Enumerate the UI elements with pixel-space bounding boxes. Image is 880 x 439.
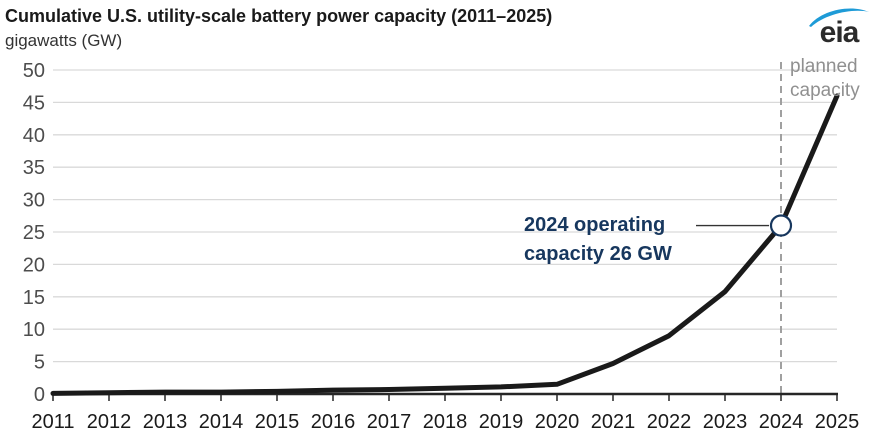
x-tick-label: 2011	[31, 411, 74, 433]
x-tick-label: 2020	[535, 411, 580, 433]
chart-title: Cumulative U.S. utility-scale battery po…	[5, 6, 553, 26]
planned-capacity-label: planned capacity	[790, 56, 860, 101]
x-tick-label: 2016	[311, 411, 356, 433]
x-tick-label: 2014	[199, 411, 244, 433]
y-tick-label: 15	[23, 287, 45, 309]
x-tick-label: 2012	[87, 411, 132, 433]
operating-capacity-marker	[769, 214, 793, 237]
x-tick-label: 2021	[591, 411, 636, 433]
x-tick-label: 2017	[367, 411, 412, 433]
y-tick-label: 5	[34, 352, 45, 374]
eia-logo: eia	[805, 4, 873, 52]
x-tick-label: 2018	[423, 411, 468, 433]
capacity-series-line	[50, 93, 840, 396]
chart-subtitle: gigawatts (GW)	[5, 31, 123, 50]
y-tick-label: 25	[23, 222, 45, 244]
x-tick-label: 2024	[759, 411, 804, 433]
x-tick-label: 2022	[647, 411, 692, 433]
y-tick-label: 40	[23, 125, 45, 147]
x-tick-label: 2015	[255, 411, 300, 433]
x-tick-label: 2025	[815, 411, 860, 433]
y-tick-label: 35	[23, 157, 45, 179]
operating-capacity-annotation: 2024 operating capacity 26 GW	[524, 214, 672, 265]
y-tick-label: 0	[34, 384, 45, 406]
x-tick-label: 2023	[703, 411, 748, 433]
x-tick-label: 2019	[479, 411, 524, 433]
y-tick-label: 45	[23, 92, 45, 114]
eia-logo-text: eia	[819, 16, 860, 49]
eia-swoosh-icon	[809, 8, 869, 27]
y-tick-label: 50	[23, 60, 45, 82]
y-tick-label: 20	[23, 254, 45, 276]
x-tick-label: 2013	[143, 411, 188, 433]
y-tick-label: 10	[23, 319, 45, 341]
y-tick-label: 30	[23, 190, 45, 212]
